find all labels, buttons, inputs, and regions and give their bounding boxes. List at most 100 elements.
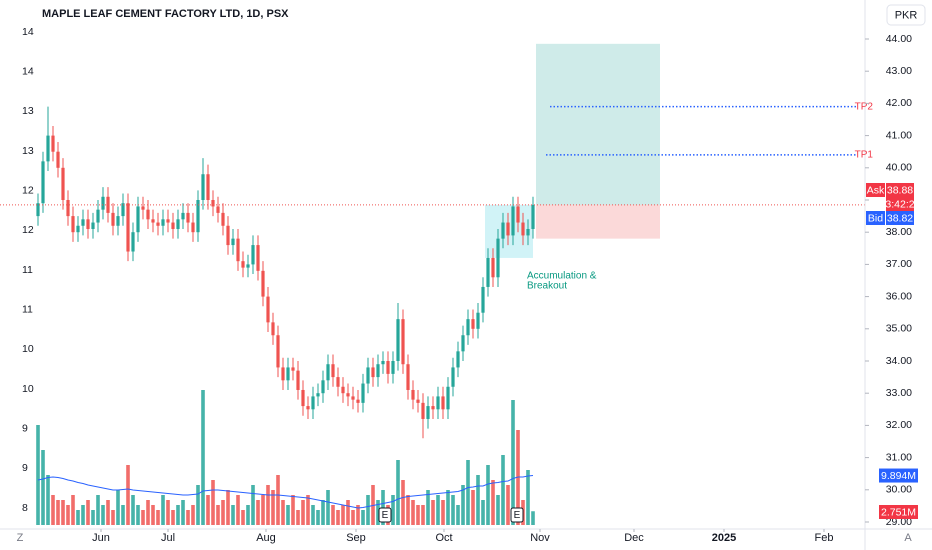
- x-tick-label: 2025: [712, 532, 736, 544]
- y2-tick-label: 13: [22, 105, 34, 117]
- volume-bar: [231, 505, 235, 525]
- candle-body: [96, 209, 100, 223]
- x-tick-label: Sep: [346, 532, 366, 544]
- volume-bar: [261, 495, 265, 525]
- overlays: [485, 43, 660, 258]
- target-label: TP1: [855, 150, 874, 161]
- candle-body: [521, 222, 525, 236]
- zoom-button[interactable]: Z: [17, 532, 24, 544]
- volume-bar: [411, 500, 415, 525]
- auto-button[interactable]: A: [904, 532, 912, 544]
- y2-tick-label: 9: [22, 422, 28, 434]
- volume-bar: [166, 500, 170, 525]
- candle-body: [296, 370, 300, 390]
- annotation: Breakout: [527, 281, 567, 292]
- candle-body: [381, 361, 385, 365]
- candle-body: [71, 216, 75, 233]
- candle-body: [91, 222, 95, 229]
- volume-bar: [186, 510, 190, 525]
- candle-body: [371, 367, 375, 378]
- candle-body: [156, 222, 160, 226]
- candle-body: [516, 206, 520, 223]
- candle-body: [356, 399, 360, 403]
- y-tick-label: 32.00: [886, 419, 912, 431]
- volume-bar: [136, 505, 140, 525]
- volume-bar: [326, 490, 330, 525]
- earnings-label[interactable]: E: [382, 510, 389, 521]
- candle-body: [321, 380, 325, 394]
- y2-tick-label: 10: [22, 343, 34, 355]
- candle-body: [86, 219, 90, 229]
- volume-bar: [111, 510, 115, 525]
- candle-body: [326, 364, 330, 381]
- candle-body: [306, 406, 310, 410]
- volume-bar: [151, 505, 155, 525]
- target-label: TP2: [855, 101, 874, 112]
- volume-bar: [211, 480, 215, 525]
- candle-body: [81, 219, 85, 226]
- volume-bar: [366, 495, 370, 525]
- volume-bar: [61, 500, 65, 525]
- candle-body: [186, 212, 190, 223]
- chart-title: MAPLE LEAF CEMENT FACTORY LTD, 1D, PSX: [42, 8, 289, 20]
- y-tick-label: 34.00: [886, 355, 912, 367]
- candle-body: [301, 389, 305, 407]
- volume-bar: [421, 505, 425, 525]
- candle-body: [531, 204, 535, 229]
- candle-body: [36, 203, 40, 217]
- volume-bar: [396, 460, 400, 525]
- y-tick-label: 40.00: [886, 162, 912, 174]
- candle-body: [291, 367, 295, 371]
- y2-tick-label: 12: [22, 224, 34, 236]
- candle-body: [461, 335, 465, 352]
- volume-bar: [176, 505, 180, 525]
- volume-bar: [196, 485, 200, 525]
- earnings-marker[interactable]: [378, 507, 392, 523]
- candle-body: [391, 361, 395, 374]
- candle-body: [281, 367, 285, 381]
- candle-body: [196, 200, 200, 233]
- y-tick-label: 38.00: [886, 226, 912, 238]
- candle-body: [346, 393, 350, 397]
- volume-bar: [416, 505, 420, 525]
- volume-bar: [221, 500, 225, 525]
- volume-bar: [336, 510, 340, 525]
- x-tick-label: Aug: [256, 532, 276, 544]
- ma-tag-box: [879, 468, 918, 483]
- annotation: Accumulation &: [527, 271, 597, 282]
- volume-bar: [491, 480, 495, 525]
- currency-button[interactable]: [886, 4, 926, 26]
- volume-bar: [206, 495, 210, 525]
- volume-bar: [191, 505, 195, 525]
- candle-body: [311, 396, 315, 410]
- ask-text: 38.88: [887, 184, 913, 196]
- volume-bar: [256, 500, 260, 525]
- candle-body: [316, 393, 320, 397]
- volume-bar: [116, 490, 120, 525]
- currency[interactable]: PKR: [895, 9, 918, 21]
- x-tick-label: Jun: [92, 532, 110, 544]
- plot: [0, 105, 865, 525]
- candle-body: [161, 219, 165, 226]
- ask-label-box: [866, 183, 885, 197]
- y-tick-label: 33.00: [886, 387, 912, 399]
- candle-body: [376, 364, 380, 378]
- volume-bar: [301, 500, 305, 525]
- x-tick-label: Nov: [530, 532, 550, 544]
- volume-ma: [37, 475, 534, 509]
- x-tick-label: Oct: [435, 532, 452, 544]
- candle-body: [176, 219, 180, 229]
- volume-bar: [451, 495, 455, 525]
- volume-bar: [531, 511, 535, 525]
- candle-body: [66, 200, 70, 217]
- candle-body: [51, 135, 55, 152]
- candle-body: [431, 406, 435, 410]
- candle-body: [236, 238, 240, 262]
- volume-bar: [291, 495, 295, 525]
- earnings-marker[interactable]: [510, 507, 524, 523]
- candle-body: [486, 257, 490, 287]
- candle-body: [256, 245, 260, 271]
- candle-body: [491, 257, 495, 278]
- earnings-label[interactable]: E: [514, 510, 521, 521]
